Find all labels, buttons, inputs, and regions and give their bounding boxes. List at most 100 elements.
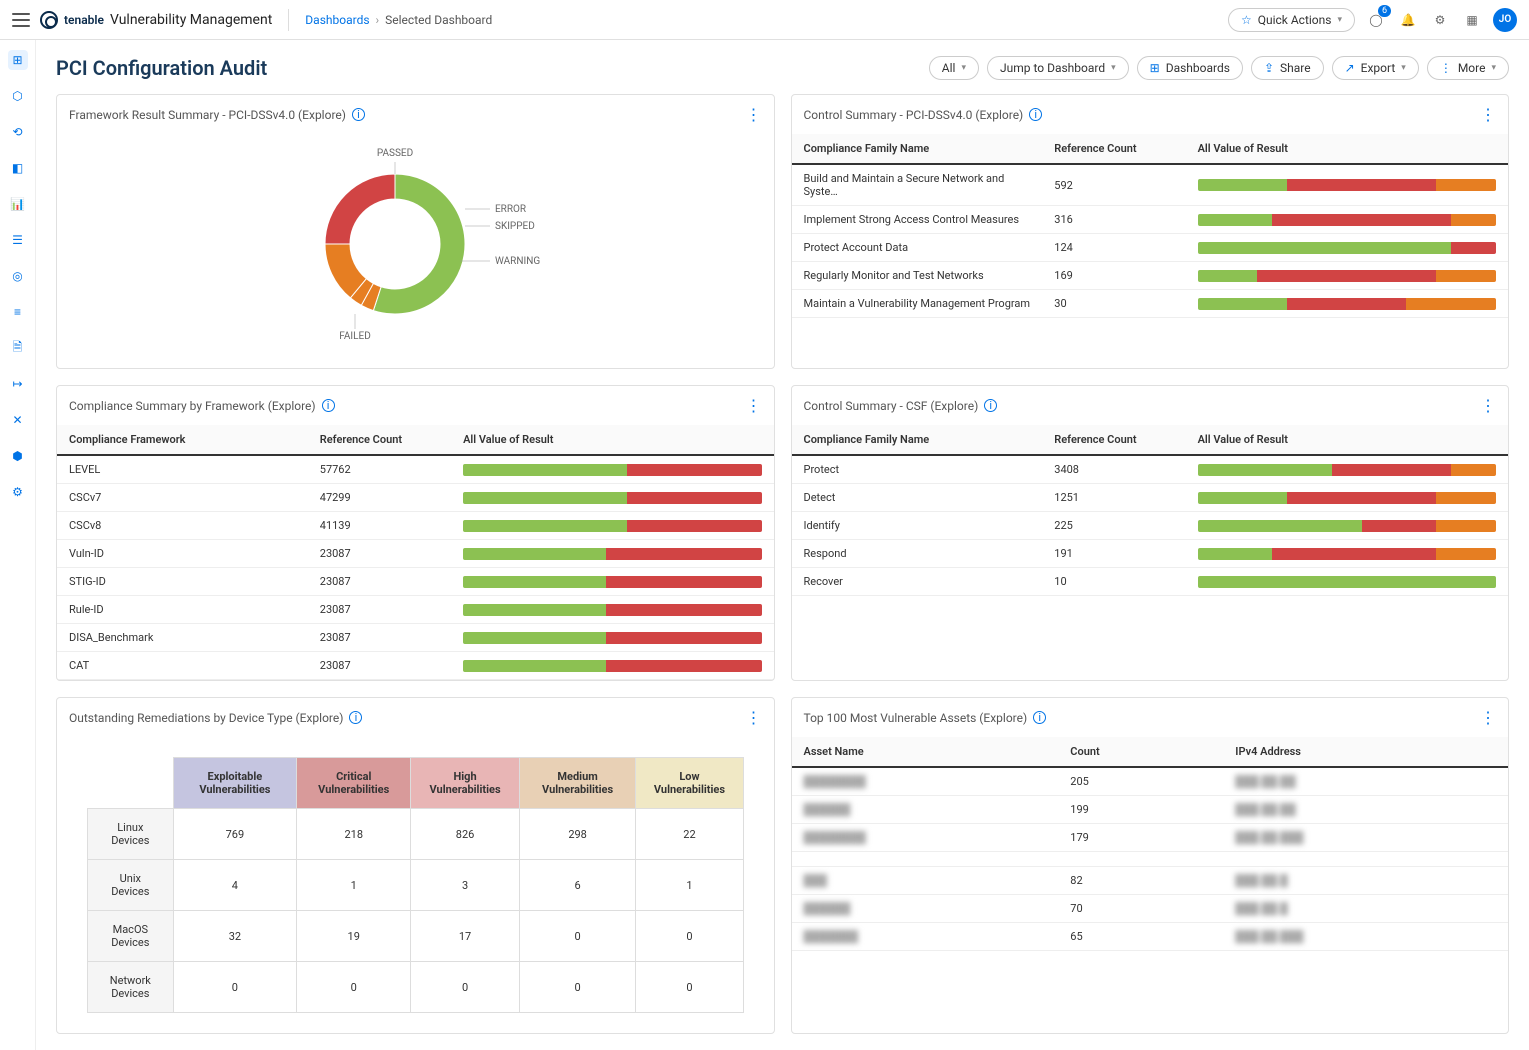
column-header[interactable]: Compliance Family Name bbox=[792, 134, 1043, 164]
card-title: Framework Result Summary - PCI-DSSv4.0 (… bbox=[69, 108, 346, 122]
card-menu-icon[interactable]: ⋮ bbox=[1480, 105, 1496, 124]
quick-actions-button[interactable]: ☆ Quick Actions ▾ bbox=[1228, 8, 1355, 32]
sidebar-target-icon[interactable]: ◎ bbox=[8, 266, 28, 286]
table-row[interactable]: Respond191 bbox=[792, 540, 1509, 568]
table-row[interactable]: Network Devices00000 bbox=[88, 962, 744, 1013]
export-button[interactable]: ↗Export▾ bbox=[1332, 56, 1419, 80]
sidebar-shield-icon[interactable]: ⬡ bbox=[8, 86, 28, 106]
card-menu-icon[interactable]: ⋮ bbox=[746, 396, 762, 415]
control-summary-pci-card: Control Summary - PCI-DSSv4.0 (Explore) … bbox=[791, 94, 1510, 369]
left-sidebar: ⊞ ⬡ ⟲ ◧ 📊 ☰ ◎ ≡ 🗎 ↦ ✕ ⬢ ⚙ bbox=[0, 40, 36, 1050]
sidebar-cube-icon[interactable]: ◧ bbox=[8, 158, 28, 178]
card-menu-icon[interactable]: ⋮ bbox=[746, 105, 762, 124]
table-row[interactable]: Linux Devices76921882629822 bbox=[88, 809, 744, 860]
table-row[interactable]: Build and Maintain a Secure Network and … bbox=[792, 164, 1509, 206]
bell-icon[interactable]: 🔔 bbox=[1397, 9, 1419, 31]
filter-all-button[interactable]: All▾ bbox=[929, 56, 979, 80]
card-menu-icon[interactable]: ⋮ bbox=[1480, 708, 1496, 727]
dashboards-button[interactable]: ⊞Dashboards bbox=[1137, 56, 1243, 80]
table-row[interactable]: STIG-ID23087 bbox=[57, 568, 774, 596]
help-icon[interactable]: ◯6 bbox=[1365, 9, 1387, 31]
column-header[interactable]: All Value of Result bbox=[1186, 134, 1508, 164]
share-icon: ⇪ bbox=[1264, 61, 1274, 75]
info-icon[interactable]: i bbox=[322, 399, 335, 412]
column-header[interactable]: All Value of Result bbox=[1186, 425, 1508, 455]
info-icon[interactable]: i bbox=[1033, 711, 1046, 724]
share-button[interactable]: ⇪Share bbox=[1251, 56, 1324, 80]
table-row[interactable]: LEVEL57762 bbox=[57, 455, 774, 484]
outstanding-remediations-card: Outstanding Remediations by Device Type … bbox=[56, 697, 775, 1034]
info-icon[interactable]: i bbox=[1029, 108, 1042, 121]
column-header[interactable]: Critical Vulnerabilities bbox=[297, 758, 411, 809]
table-row[interactable]: Maintain a Vulnerability Management Prog… bbox=[792, 290, 1509, 318]
menu-toggle[interactable] bbox=[12, 13, 30, 27]
table-row[interactable]: Unix Devices41361 bbox=[88, 860, 744, 911]
table-row[interactable]: ███████65███.██.███ bbox=[792, 923, 1509, 951]
table-row[interactable]: Regularly Monitor and Test Networks169 bbox=[792, 262, 1509, 290]
svg-text:WARNING: WARNING bbox=[495, 256, 540, 267]
column-header[interactable]: Medium Vulnerabilities bbox=[519, 758, 636, 809]
svg-text:FAILED: FAILED bbox=[339, 331, 371, 342]
table-row[interactable]: Rule-ID23087 bbox=[57, 596, 774, 624]
table-row[interactable]: Recover10 bbox=[792, 568, 1509, 596]
card-menu-icon[interactable]: ⋮ bbox=[1480, 396, 1496, 415]
info-icon[interactable]: i bbox=[349, 711, 362, 724]
card-menu-icon[interactable]: ⋮ bbox=[746, 708, 762, 727]
table-row[interactable]: Identify225 bbox=[792, 512, 1509, 540]
table-row[interactable]: ███82███.██.█ bbox=[792, 867, 1509, 895]
table-row[interactable]: Protect Account Data124 bbox=[792, 234, 1509, 262]
table-row[interactable]: Protect3408 bbox=[792, 455, 1509, 484]
sidebar-rows-icon[interactable]: ≡ bbox=[8, 302, 28, 322]
column-header[interactable]: Reference Count bbox=[308, 425, 451, 455]
brand-name: tenable bbox=[64, 13, 104, 27]
table-row[interactable] bbox=[792, 852, 1509, 867]
column-header[interactable]: Reference Count bbox=[1042, 425, 1185, 455]
table-row[interactable]: DISA_Benchmark23087 bbox=[57, 624, 774, 652]
user-avatar[interactable]: JO bbox=[1493, 8, 1517, 32]
apps-grid-icon[interactable]: ▦ bbox=[1461, 9, 1483, 31]
info-icon[interactable]: i bbox=[352, 108, 365, 121]
sidebar-list-icon[interactable]: ☰ bbox=[8, 230, 28, 250]
table-row[interactable]: ████████205███.██.██ bbox=[792, 767, 1509, 796]
brand-logo[interactable]: tenable Vulnerability Management bbox=[40, 11, 272, 29]
table-row[interactable]: ██████199███.██.██ bbox=[792, 796, 1509, 824]
table-row[interactable]: MacOS Devices32191700 bbox=[88, 911, 744, 962]
table-row[interactable]: CAT23087 bbox=[57, 652, 774, 680]
sidebar-chart-icon[interactable]: 📊 bbox=[8, 194, 28, 214]
sidebar-tools-icon[interactable]: ✕ bbox=[8, 410, 28, 430]
column-header[interactable]: Reference Count bbox=[1042, 134, 1185, 164]
more-button[interactable]: ⋮More▾ bbox=[1427, 56, 1509, 80]
table-row[interactable]: CSCv747299 bbox=[57, 484, 774, 512]
breadcrumb-root[interactable]: Dashboards bbox=[305, 13, 369, 27]
sidebar-graduation-icon[interactable]: ⬢ bbox=[8, 446, 28, 466]
svg-text:SKIPPED: SKIPPED bbox=[495, 221, 535, 232]
sidebar-dashboard-icon[interactable]: ⊞ bbox=[8, 50, 28, 70]
sidebar-export-icon[interactable]: ↦ bbox=[8, 374, 28, 394]
top-100-table: Asset NameCountIPv4 Address ████████205█… bbox=[792, 737, 1509, 951]
remediation-table: Exploitable VulnerabilitiesCritical Vuln… bbox=[87, 757, 744, 1013]
sidebar-settings-icon[interactable]: ⚙ bbox=[8, 482, 28, 502]
table-row[interactable]: ████████179███.██.███ bbox=[792, 824, 1509, 852]
column-header[interactable]: Low Vulnerabilities bbox=[636, 758, 743, 809]
gear-icon[interactable]: ⚙ bbox=[1429, 9, 1451, 31]
column-header[interactable]: All Value of Result bbox=[451, 425, 773, 455]
sidebar-scan-icon[interactable]: ⟲ bbox=[8, 122, 28, 142]
table-row[interactable]: CSCv841139 bbox=[57, 512, 774, 540]
framework-result-summary-card: Framework Result Summary - PCI-DSSv4.0 (… bbox=[56, 94, 775, 369]
column-header[interactable]: IPv4 Address bbox=[1223, 737, 1508, 767]
info-icon[interactable]: i bbox=[984, 399, 997, 412]
table-row[interactable]: Implement Strong Access Control Measures… bbox=[792, 206, 1509, 234]
table-row[interactable]: Detect1251 bbox=[792, 484, 1509, 512]
column-header[interactable]: Compliance Family Name bbox=[792, 425, 1043, 455]
svg-text:ERROR: ERROR bbox=[495, 204, 526, 215]
column-header[interactable]: Exploitable Vulnerabilities bbox=[173, 758, 296, 809]
grid-icon: ⊞ bbox=[1150, 61, 1160, 75]
table-row[interactable]: ██████70███.██.█ bbox=[792, 895, 1509, 923]
sidebar-doc-icon[interactable]: 🗎 bbox=[8, 338, 28, 358]
column-header[interactable]: Count bbox=[1058, 737, 1223, 767]
column-header[interactable]: High Vulnerabilities bbox=[411, 758, 519, 809]
column-header[interactable]: Asset Name bbox=[792, 737, 1059, 767]
table-row[interactable]: Vuln-ID23087 bbox=[57, 540, 774, 568]
jump-dashboard-button[interactable]: Jump to Dashboard▾ bbox=[987, 56, 1129, 80]
column-header[interactable]: Compliance Framework bbox=[57, 425, 308, 455]
